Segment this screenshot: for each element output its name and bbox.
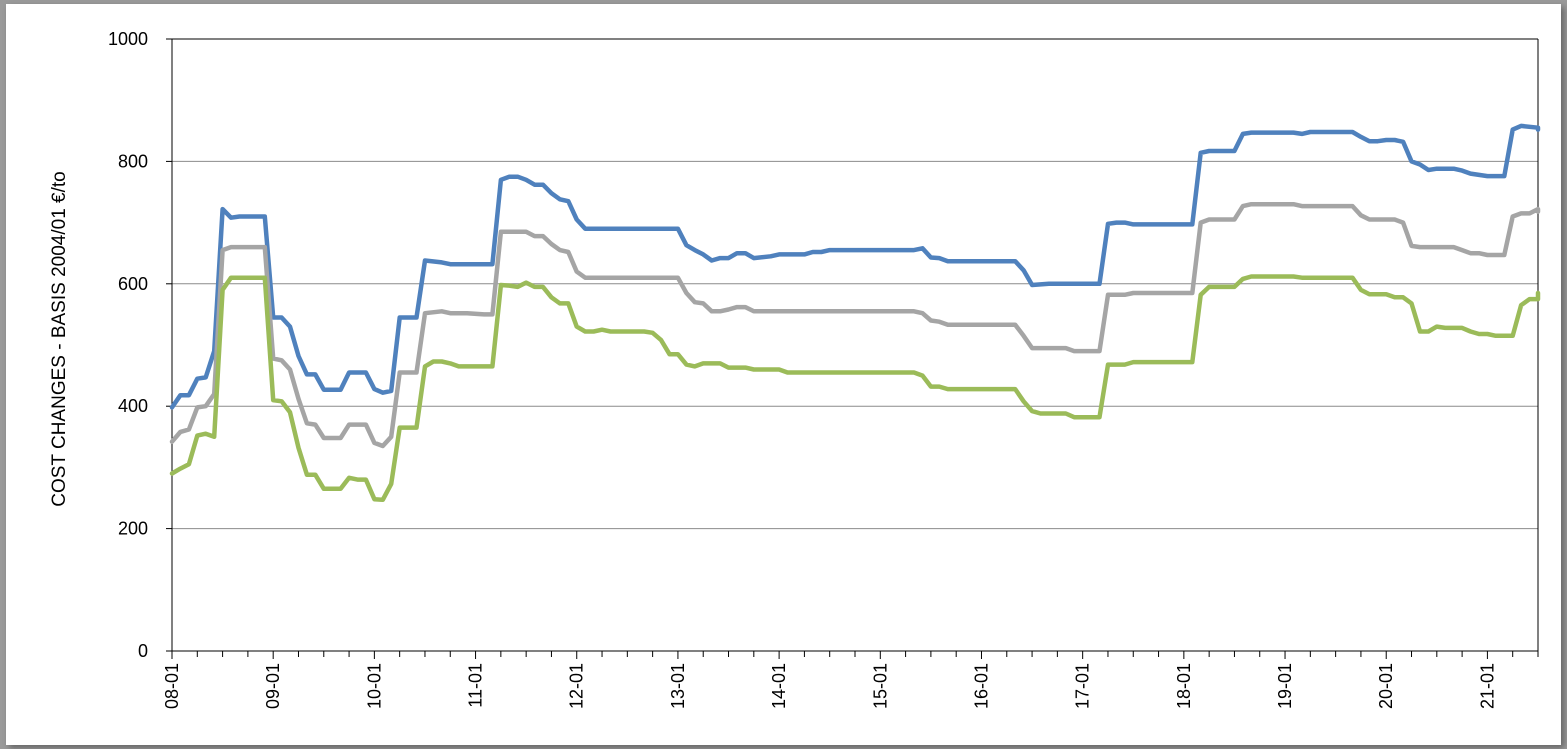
series-lines <box>169 123 1541 503</box>
y-tick-label: 0 <box>138 641 148 661</box>
series-line-3 <box>169 274 1541 503</box>
x-tick-label: 19-01 <box>1275 663 1295 709</box>
x-tick-label: 21-01 <box>1477 663 1497 709</box>
series-line-1 <box>169 123 1541 410</box>
series-line-2 <box>169 201 1541 449</box>
x-tick-label: 18-01 <box>1174 663 1194 709</box>
chart-frame: 0 200 400 600 800 1000 08-01 09-01 10-01 11-01 12-… <box>6 4 1561 745</box>
x-tick-label: 17-01 <box>1073 663 1093 709</box>
x-tick-label: 14-01 <box>769 663 789 709</box>
y-tick-label: 800 <box>118 151 148 171</box>
x-tick-label: 10-01 <box>364 663 384 709</box>
x-tick-label: 13-01 <box>668 663 688 709</box>
gridlines <box>172 38 1538 530</box>
y-tick-label: 400 <box>118 396 148 416</box>
x-tick-label: 09-01 <box>263 663 283 709</box>
x-tick-label: 15-01 <box>870 663 890 709</box>
axes <box>166 38 1539 659</box>
x-tick-label: 08-01 <box>162 663 182 709</box>
x-tick-label: 20-01 <box>1376 663 1396 709</box>
y-tick-label: 600 <box>118 274 148 294</box>
x-tick-label: 16-01 <box>971 663 991 709</box>
x-tick-label: 11-01 <box>466 663 486 708</box>
tick-labels: 0 200 400 600 800 1000 08-01 09-01 10-01 11-01 12-… <box>108 29 1497 709</box>
y-axis-title: COST CHANGES - BASIS 2004/01 €/to <box>49 171 70 506</box>
line-chart: 0 200 400 600 800 1000 08-01 09-01 10-01 11-01 12-… <box>49 29 1541 709</box>
y-tick-label: 200 <box>118 519 148 539</box>
y-tick-label: 1000 <box>108 29 148 49</box>
x-tick-label: 12-01 <box>567 663 587 709</box>
